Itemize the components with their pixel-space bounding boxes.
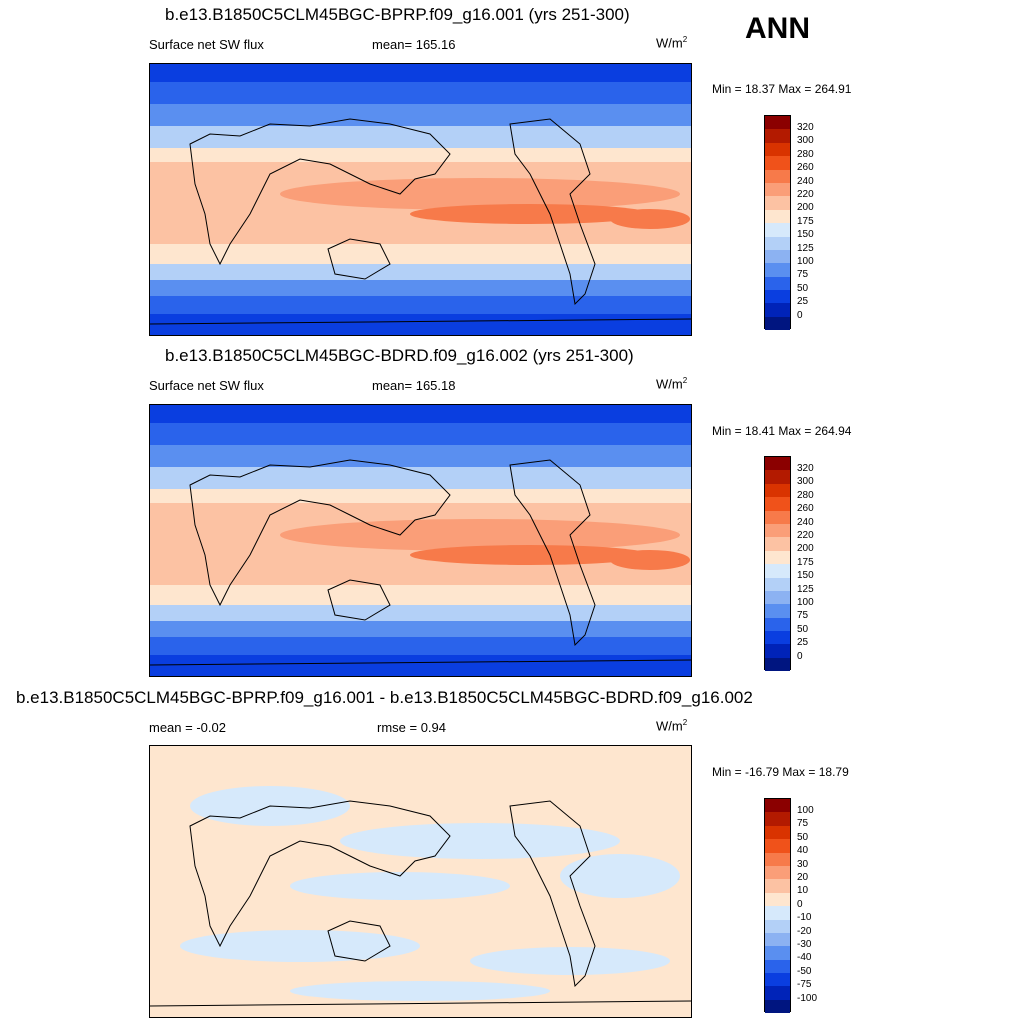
season-label: ANN xyxy=(745,12,810,45)
panel2-variable-label: Surface net SW flux xyxy=(149,378,264,393)
panel3-map xyxy=(149,745,692,1018)
panel1-map xyxy=(149,63,692,336)
panel1-title: b.e13.B1850C5CLM45BGC-BPRP.f09_g16.001 (… xyxy=(165,5,630,24)
panel2-colorbar xyxy=(764,456,791,672)
panel3-units: W/m2 xyxy=(656,718,688,734)
panel2-units: W/m2 xyxy=(656,376,688,392)
panel2-minmax: Min = 18.41 Max = 264.94 xyxy=(712,424,852,438)
panel3-colorbar xyxy=(764,798,791,1014)
panel3-rmse-label: rmse = 0.94 xyxy=(377,720,447,735)
panel2-mean-label: mean= 165.18 xyxy=(372,378,456,393)
panel1-minmax: Min = 18.37 Max = 264.91 xyxy=(712,82,852,96)
panel1-colorbar xyxy=(764,115,791,331)
panel1-units: W/m2 xyxy=(656,35,688,51)
panel2-map xyxy=(149,404,692,677)
panel3-mean-label: mean = -0.02 xyxy=(149,720,226,735)
panel3-title: b.e13.B1850C5CLM45BGC-BPRP.f09_g16.001 -… xyxy=(16,688,753,707)
panel2-title: b.e13.B1850C5CLM45BGC-BDRD.f09_g16.002 (… xyxy=(165,346,634,365)
panel3-minmax: Min = -16.79 Max = 18.79 xyxy=(712,765,849,779)
panel1-mean-label: mean= 165.16 xyxy=(372,37,456,52)
panel1-variable-label: Surface net SW flux xyxy=(149,37,264,52)
